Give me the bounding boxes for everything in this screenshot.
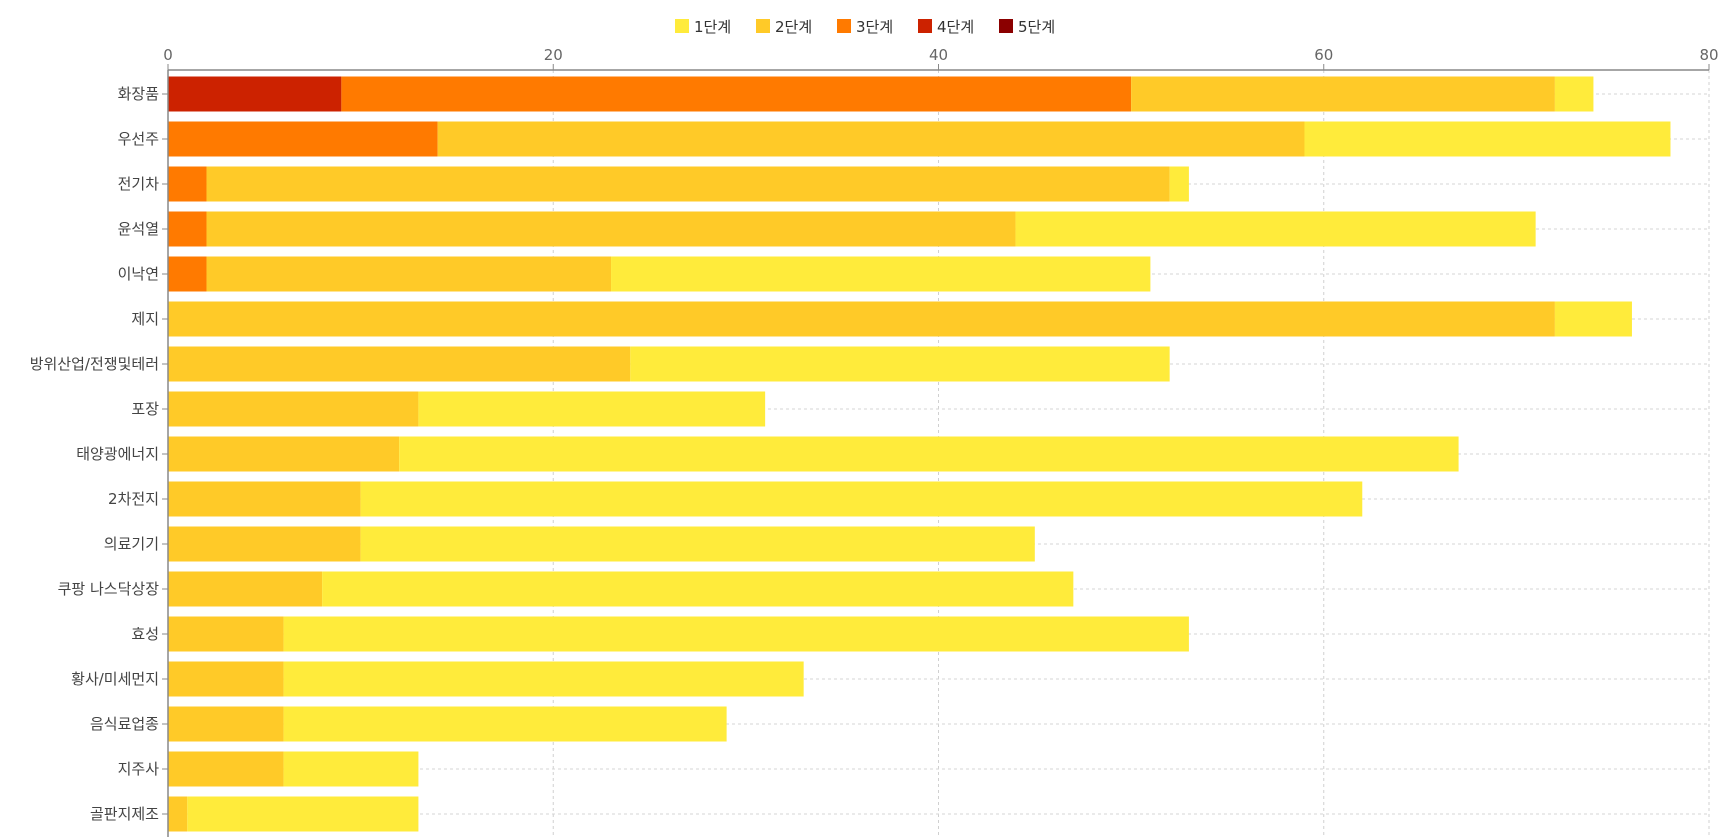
bar-segment[interactable] — [168, 481, 361, 517]
category-label: 윤석열 — [118, 220, 159, 238]
legend-swatch[interactable] — [837, 19, 851, 33]
bar-segment[interactable] — [168, 121, 438, 157]
bar-segment[interactable] — [1015, 211, 1536, 247]
category-label: 쿠팡 나스닥상장 — [58, 580, 160, 598]
category-label: 우선주 — [118, 130, 159, 148]
x-tick-label: 60 — [1314, 46, 1333, 64]
bar-segment[interactable] — [168, 751, 284, 787]
category-label: 의료기기 — [104, 535, 159, 553]
bar-segment[interactable] — [168, 706, 284, 742]
legend-label[interactable]: 1단계 — [694, 18, 731, 36]
bar-segment[interactable] — [1169, 166, 1189, 202]
category-label: 이낙연 — [118, 265, 159, 283]
category-label: 방위산업/전쟁및테러 — [30, 355, 159, 373]
bar-segment[interactable] — [187, 796, 419, 832]
legend-label[interactable]: 4단계 — [937, 18, 974, 36]
category-label: 효성 — [131, 625, 159, 643]
legend-label[interactable]: 5단계 — [1018, 18, 1055, 36]
category-label: 지주사 — [118, 760, 160, 778]
bar-segment[interactable] — [1554, 76, 1594, 112]
bar-segment[interactable] — [206, 256, 612, 292]
category-label: 황사/미세먼지 — [71, 670, 159, 688]
bar-segment[interactable] — [399, 436, 1459, 472]
bar-segment[interactable] — [168, 796, 188, 832]
bar-segment[interactable] — [206, 211, 1016, 247]
bar-segment[interactable] — [283, 706, 727, 742]
bar-segment[interactable] — [437, 121, 1305, 157]
bar-segment[interactable] — [168, 526, 361, 562]
bar-segment[interactable] — [1554, 301, 1632, 337]
bar-segment[interactable] — [611, 256, 1151, 292]
bar-segment[interactable] — [283, 616, 1189, 652]
bar-segment[interactable] — [206, 166, 1170, 202]
bar-segment[interactable] — [360, 526, 1035, 562]
bar-segment[interactable] — [168, 346, 631, 382]
bar-segment[interactable] — [168, 391, 419, 427]
bar-segment[interactable] — [168, 661, 284, 697]
x-tick-label: 20 — [544, 46, 563, 64]
category-label: 전기차 — [118, 175, 160, 193]
bar-segment[interactable] — [168, 256, 207, 292]
category-label: 2차전지 — [108, 490, 159, 508]
bar-segment[interactable] — [341, 76, 1132, 112]
bar-segment[interactable] — [283, 661, 804, 697]
category-label: 태양광에너지 — [76, 445, 159, 463]
bar-segment[interactable] — [168, 211, 207, 247]
legend-swatch[interactable] — [675, 19, 689, 33]
category-label: 음식료업종 — [90, 715, 159, 733]
x-tick-label: 80 — [1699, 46, 1718, 64]
x-tick-label: 0 — [163, 46, 173, 64]
category-label: 제지 — [131, 310, 159, 328]
legend-label[interactable]: 2단계 — [775, 18, 812, 36]
bar-segment[interactable] — [1131, 76, 1555, 112]
bar-segment[interactable] — [322, 571, 1074, 607]
bar-segment[interactable] — [168, 301, 1555, 337]
category-label: 화장품 — [118, 85, 159, 103]
legend-label[interactable]: 3단계 — [856, 18, 893, 36]
bar-segment[interactable] — [168, 166, 207, 202]
bar-segment[interactable] — [168, 76, 342, 112]
bar-segment[interactable] — [168, 571, 323, 607]
bar-segment[interactable] — [360, 481, 1363, 517]
legend-swatch[interactable] — [918, 19, 932, 33]
bar-segment[interactable] — [1304, 121, 1671, 157]
category-label: 포장 — [131, 400, 159, 418]
x-tick-label: 40 — [929, 46, 948, 64]
bar-segment[interactable] — [168, 616, 284, 652]
bar-segment[interactable] — [630, 346, 1170, 382]
legend-swatch[interactable] — [999, 19, 1013, 33]
legend-swatch[interactable] — [756, 19, 770, 33]
bar-segment[interactable] — [283, 751, 419, 787]
category-label: 골판지제조 — [90, 805, 159, 823]
bar-segment[interactable] — [168, 436, 400, 472]
bar-segment[interactable] — [418, 391, 766, 427]
